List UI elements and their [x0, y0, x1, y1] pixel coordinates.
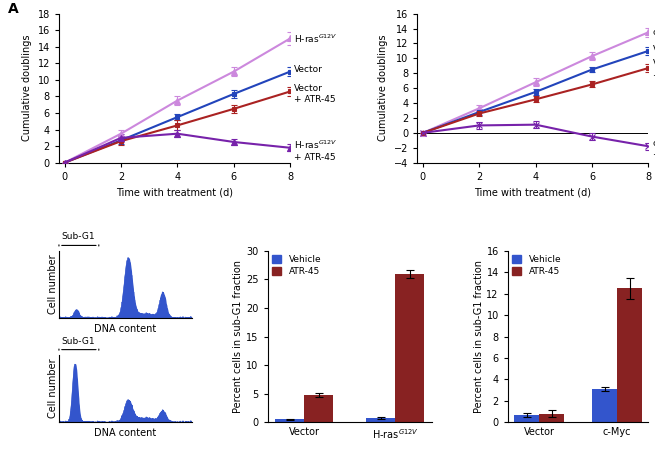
Bar — [539, 414, 564, 422]
Legend: Vehicle, ATR-45: Vehicle, ATR-45 — [512, 255, 561, 276]
X-axis label: DNA content: DNA content — [94, 428, 157, 438]
Text: A: A — [8, 2, 19, 16]
Text: Vector: Vector — [294, 65, 323, 74]
Bar — [592, 389, 617, 422]
Bar — [514, 415, 539, 422]
Bar — [617, 288, 642, 422]
Y-axis label: Cell number: Cell number — [48, 255, 58, 314]
Y-axis label: Cumulative doublings: Cumulative doublings — [22, 35, 32, 141]
Bar — [366, 418, 395, 422]
Text: Vector: Vector — [652, 45, 655, 54]
Text: Sub-G1: Sub-G1 — [62, 232, 95, 242]
X-axis label: Time with treatment (d): Time with treatment (d) — [474, 187, 591, 197]
X-axis label: DNA content: DNA content — [94, 324, 157, 334]
X-axis label: Time with treatment (d): Time with treatment (d) — [116, 187, 233, 197]
Text: Vector
+ ATR-45: Vector + ATR-45 — [294, 84, 336, 104]
Y-axis label: Cumulative doublings: Cumulative doublings — [379, 35, 388, 141]
Y-axis label: Percent cells in sub-G1 fraction: Percent cells in sub-G1 fraction — [233, 260, 244, 413]
Text: H-ras$^{G12V}$: H-ras$^{G12V}$ — [294, 32, 338, 44]
Text: H-ras$^{G12V}$
+ ATR-45: H-ras$^{G12V}$ + ATR-45 — [294, 138, 338, 162]
Bar — [305, 395, 333, 422]
Bar — [275, 419, 305, 422]
Bar — [395, 274, 424, 422]
Legend: Vehicle, ATR-45: Vehicle, ATR-45 — [272, 255, 321, 276]
Text: c-Myc: c-Myc — [652, 28, 655, 37]
Y-axis label: Cell number: Cell number — [48, 359, 58, 419]
Text: Sub-G1: Sub-G1 — [62, 336, 95, 345]
Y-axis label: Percent cells in sub-G1 fraction: Percent cells in sub-G1 fraction — [474, 260, 483, 413]
Text: c-Myc
+ ATR-45: c-Myc + ATR-45 — [652, 139, 655, 159]
Text: Vector
+ ATR-45: Vector + ATR-45 — [652, 59, 655, 79]
